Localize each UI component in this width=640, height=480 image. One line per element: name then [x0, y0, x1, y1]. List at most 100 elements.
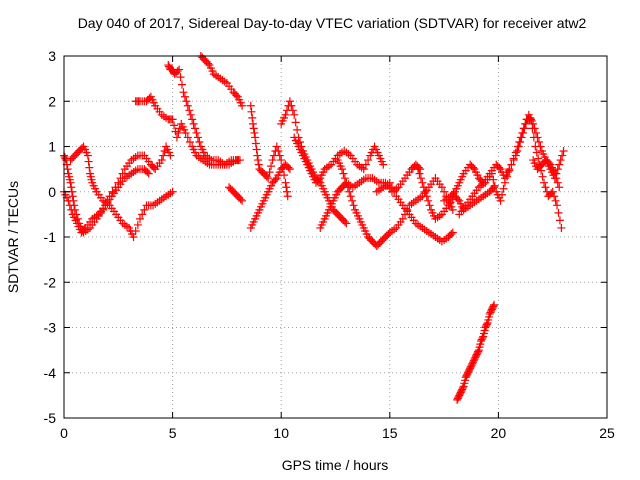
data-point-plus-marker	[133, 220, 142, 229]
data-point-plus-marker	[419, 183, 428, 192]
data-point-plus-marker	[108, 187, 117, 196]
data-point-plus-marker	[364, 156, 373, 165]
data-point-plus-marker	[518, 128, 527, 137]
data-point-plus-marker	[540, 178, 549, 187]
y-tick-label: -1	[44, 229, 57, 245]
data-point-plus-marker	[416, 174, 425, 183]
x-axis-label: GPS time / hours	[282, 457, 389, 473]
data-point-plus-marker	[346, 192, 355, 201]
data-point-plus-marker	[262, 172, 271, 181]
series-track-q	[455, 115, 566, 232]
data-point-plus-marker	[507, 160, 516, 169]
data-point-plus-marker	[192, 128, 201, 137]
data-point-plus-marker	[499, 184, 508, 193]
data-point-plus-marker	[482, 320, 491, 329]
data-point-plus-marker	[251, 133, 260, 142]
data-point-plus-marker	[264, 174, 273, 183]
data-point-plus-marker	[448, 205, 457, 214]
data-point-plus-marker	[185, 137, 194, 146]
data-point-plus-marker	[541, 183, 550, 192]
x-tick-label: 5	[169, 425, 177, 441]
data-point-plus-marker	[282, 183, 291, 192]
data-point-plus-marker	[287, 101, 296, 110]
data-point-plus-marker	[67, 205, 76, 214]
data-point-plus-marker	[516, 133, 525, 142]
series-track-e	[164, 61, 242, 169]
data-point-plus-marker	[149, 163, 158, 172]
data-point-plus-marker	[498, 190, 507, 199]
data-point-plus-marker	[275, 151, 284, 160]
data-point-plus-marker	[557, 223, 566, 232]
data-point-plus-marker	[274, 147, 283, 156]
data-point-plus-marker	[293, 125, 302, 134]
data-point-plus-marker	[129, 233, 138, 241]
data-point-plus-marker	[247, 107, 256, 116]
data-point-plus-marker	[248, 119, 257, 128]
y-tick-label: -5	[44, 410, 57, 426]
data-point-plus-marker	[277, 156, 286, 165]
data-point-plus-marker	[254, 156, 263, 165]
data-point-plus-marker	[143, 168, 152, 177]
data-point-plus-marker	[500, 178, 509, 187]
data-point-plus-marker	[521, 119, 530, 128]
data-point-plus-marker	[246, 101, 255, 110]
data-point-plus-marker	[513, 147, 522, 156]
y-tick-label: 1	[48, 139, 56, 155]
data-point-plus-marker	[186, 110, 195, 119]
data-point-plus-marker	[265, 168, 274, 177]
series-track-r	[529, 147, 568, 183]
data-point-plus-marker	[532, 148, 541, 157]
data-point-plus-marker	[232, 91, 241, 100]
data-point-plus-marker	[172, 133, 181, 142]
data-point-plus-marker	[84, 157, 93, 166]
data-point-plus-marker	[288, 106, 297, 115]
data-point-plus-marker	[496, 196, 505, 205]
data-point-plus-marker	[528, 124, 537, 133]
data-point-plus-marker	[478, 334, 487, 343]
data-point-plus-marker	[174, 128, 183, 137]
data-point-plus-marker	[157, 156, 166, 165]
data-point-plus-marker	[64, 196, 73, 205]
data-point-plus-marker	[189, 119, 198, 128]
data-point-plus-marker	[509, 154, 518, 163]
y-tick-label: 0	[48, 184, 56, 200]
data-point-plus-marker	[159, 151, 168, 160]
data-point-plus-marker	[489, 175, 498, 184]
data-point-plus-marker	[385, 178, 394, 187]
data-point-plus-marker	[118, 169, 127, 178]
series-track-c	[66, 142, 177, 241]
data-point-plus-marker	[282, 187, 291, 196]
data-point-plus-marker	[138, 210, 147, 219]
data-point-plus-marker	[342, 219, 351, 228]
data-point-plus-marker	[314, 175, 323, 184]
data-point-plus-marker	[131, 226, 140, 235]
data-point-plus-marker	[559, 147, 568, 156]
data-point-plus-marker	[359, 165, 368, 174]
y-tick-label: 2	[48, 93, 56, 109]
data-point-plus-marker	[233, 156, 242, 165]
data-point-plus-marker	[532, 128, 541, 137]
data-point-plus-marker	[284, 163, 293, 172]
data-point-plus-marker	[531, 142, 540, 151]
data-point-plus-marker	[505, 166, 514, 175]
chart-title: Day 040 of 2017, Sidereal Day-to-day VTE…	[78, 15, 587, 31]
series-track-f	[196, 52, 247, 110]
data-point-plus-marker	[65, 201, 74, 210]
data-point-plus-marker	[195, 137, 204, 146]
data-point-plus-marker	[175, 65, 184, 74]
data-point-plus-marker	[253, 151, 262, 160]
data-point-plus-marker	[338, 165, 347, 174]
data-point-plus-marker	[285, 97, 294, 106]
data-point-plus-marker	[453, 195, 462, 204]
x-tick-label: 15	[382, 425, 398, 441]
data-point-plus-marker	[529, 133, 538, 142]
data-point-plus-marker	[136, 214, 145, 223]
data-point-plus-marker	[67, 183, 76, 192]
data-point-plus-marker	[553, 165, 562, 174]
data-point-plus-marker	[80, 225, 89, 234]
data-point-plus-marker	[281, 110, 290, 119]
data-point-plus-marker	[490, 183, 499, 192]
data-point-plus-marker	[188, 115, 197, 124]
